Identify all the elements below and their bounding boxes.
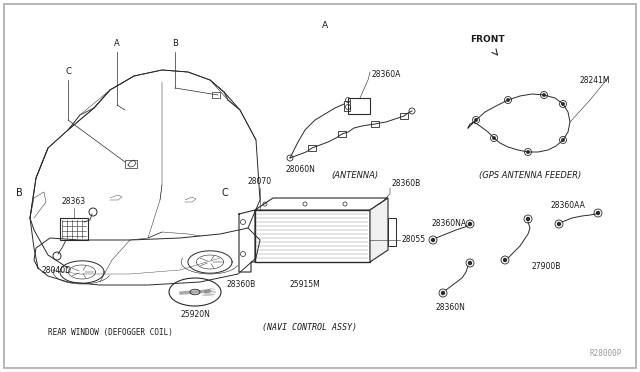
Text: 25915M: 25915M — [290, 280, 321, 289]
Circle shape — [475, 119, 477, 121]
Text: 28360B: 28360B — [392, 179, 421, 188]
Bar — [60, 218, 88, 240]
Circle shape — [468, 262, 472, 264]
Bar — [338, 131, 346, 137]
Bar — [344, 101, 350, 111]
Circle shape — [442, 292, 445, 295]
Text: REAR WINDOW (DEFOGGER COIL): REAR WINDOW (DEFOGGER COIL) — [47, 328, 172, 337]
Circle shape — [596, 212, 600, 215]
Circle shape — [431, 238, 435, 241]
Circle shape — [468, 222, 472, 225]
Text: B: B — [172, 39, 178, 48]
Text: 25920N: 25920N — [180, 310, 210, 319]
Bar — [125, 160, 137, 168]
Bar — [388, 218, 396, 246]
Text: 28060N: 28060N — [285, 165, 315, 174]
Text: 27900B: 27900B — [532, 262, 561, 271]
Text: 28241M: 28241M — [579, 76, 610, 85]
Bar — [308, 145, 316, 151]
Text: R28000P: R28000P — [589, 349, 622, 358]
Text: 28360NA: 28360NA — [432, 219, 467, 228]
Circle shape — [507, 99, 509, 101]
Text: 28070: 28070 — [248, 177, 272, 186]
Text: 28363: 28363 — [62, 197, 86, 206]
Bar — [212, 92, 220, 98]
Circle shape — [557, 222, 561, 225]
Text: C: C — [65, 67, 71, 76]
Text: C: C — [222, 188, 228, 198]
Text: 28360N: 28360N — [435, 303, 465, 312]
Text: 28360A: 28360A — [372, 70, 401, 79]
Text: 28055: 28055 — [402, 235, 426, 244]
Polygon shape — [255, 198, 388, 210]
Text: (ANTENNA): (ANTENNA) — [332, 171, 379, 180]
Text: A: A — [114, 39, 120, 48]
Bar — [348, 98, 370, 114]
Text: 28360B: 28360B — [227, 280, 255, 289]
Bar — [400, 113, 408, 119]
Circle shape — [543, 94, 545, 96]
Circle shape — [493, 137, 495, 139]
Text: 28040D: 28040D — [42, 266, 72, 275]
Circle shape — [562, 103, 564, 105]
Text: 28360AA: 28360AA — [550, 201, 586, 210]
Circle shape — [504, 259, 506, 262]
Text: (NAVI CONTROL ASSY): (NAVI CONTROL ASSY) — [262, 323, 358, 332]
Circle shape — [562, 139, 564, 141]
Circle shape — [527, 151, 529, 153]
Text: (GPS ANTENNA FEEDER): (GPS ANTENNA FEEDER) — [479, 171, 581, 180]
Bar — [255, 210, 370, 262]
Bar — [371, 121, 379, 127]
Circle shape — [527, 218, 529, 221]
Text: A: A — [322, 21, 328, 30]
Text: B: B — [16, 188, 23, 198]
Text: FRONT: FRONT — [470, 35, 504, 44]
Polygon shape — [370, 198, 388, 262]
